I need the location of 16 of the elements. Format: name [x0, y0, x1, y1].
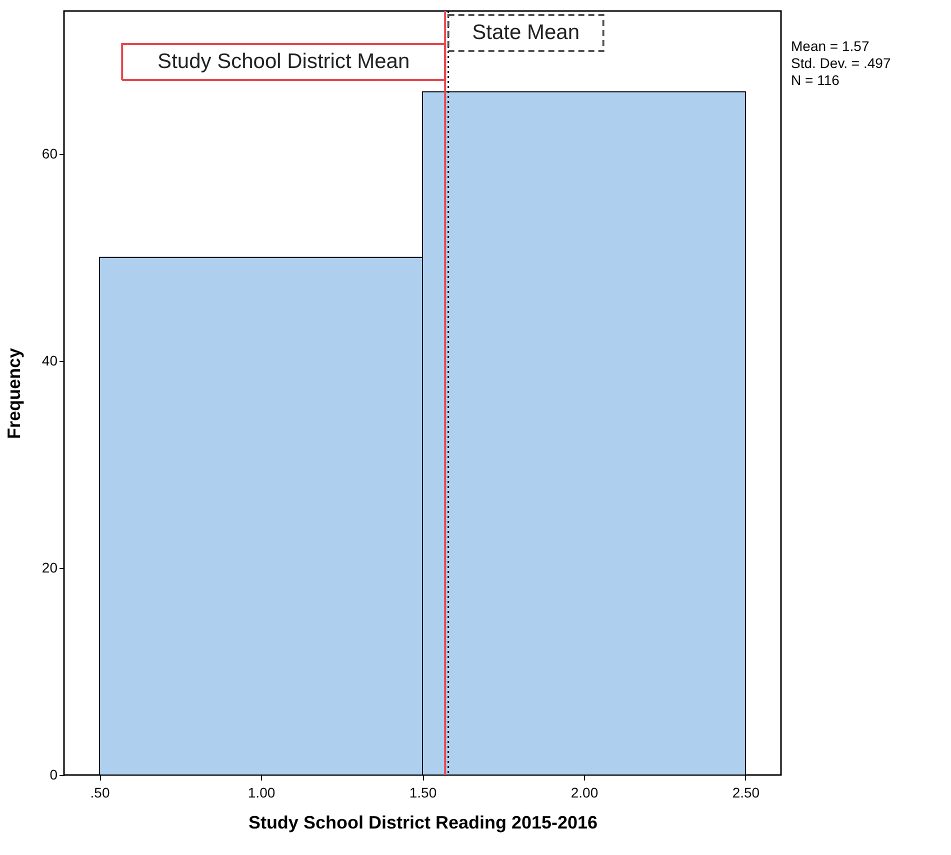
text: Std. Dev. = .497: [791, 55, 891, 71]
y-tick-label: 0: [50, 766, 58, 782]
y-tick-label: 60: [42, 145, 58, 162]
x-tick-label: 2.00: [570, 784, 598, 800]
ref-line-label: Study School District Mean: [158, 50, 410, 73]
x-tick-label: 2.50: [732, 784, 760, 800]
text: N = 116: [791, 72, 840, 88]
x-tick-label: .50: [90, 784, 110, 800]
text: Mean = 1.57: [791, 38, 870, 54]
x-tick-label: 1.00: [248, 784, 276, 800]
x-axis-title: Study School District Reading 2015-2016: [248, 812, 598, 832]
x-tick-label: 1.50: [409, 784, 437, 800]
y-tick-label: 20: [42, 559, 58, 576]
ref-line-label: State Mean: [472, 21, 580, 44]
y-axis-title: Frequency: [4, 348, 24, 440]
y-tick-label: 40: [42, 352, 58, 368]
